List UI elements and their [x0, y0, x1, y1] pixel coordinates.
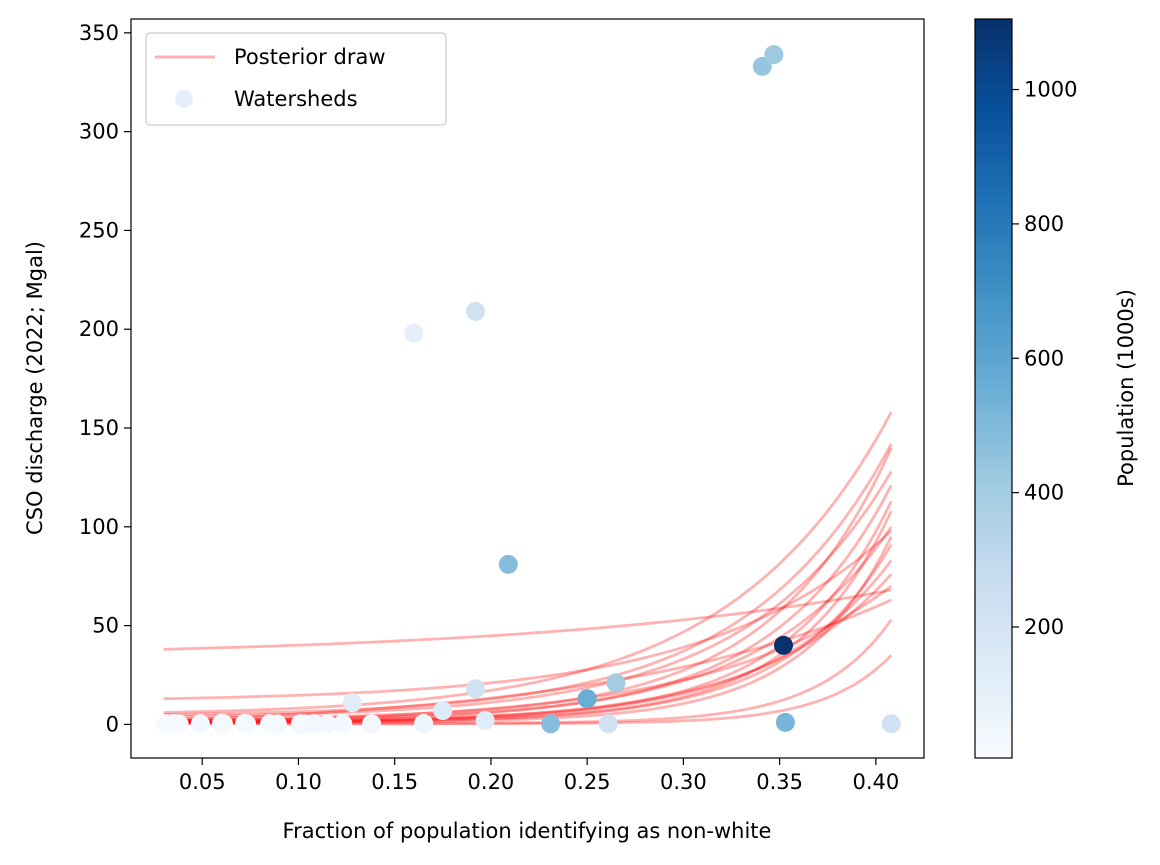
- watershed-point-24: [498, 554, 518, 574]
- watershed-point-3: [169, 714, 189, 734]
- watershed-point-33: [881, 714, 901, 734]
- watershed-point-25: [541, 714, 561, 734]
- posterior-draw-line-17: [163, 598, 892, 722]
- y-tick-label: 200: [79, 317, 119, 341]
- watershed-point-8: [237, 714, 256, 734]
- watershed-point-10: [267, 714, 287, 734]
- posterior-draw-line-6: [163, 470, 893, 718]
- y-tick-label: 0: [106, 712, 119, 736]
- colorbar-ticks: 200 400 600 800 1000: [1012, 78, 1077, 639]
- posterior-draw-line-3: [163, 443, 893, 716]
- posterior-draw-line-4: [163, 411, 893, 714]
- colorbar: 200 400 600 800 1000 Population (1000s): [974, 18, 1138, 759]
- watershed-point-30: [764, 45, 784, 65]
- x-tick-label: 0.30: [660, 770, 707, 794]
- y-tick-label: 50: [92, 614, 119, 638]
- watershed-point-13: [304, 714, 324, 734]
- x-axis-label: Fraction of population identifying as no…: [283, 819, 772, 843]
- watershed-point-15: [333, 714, 353, 734]
- watershed-point-19: [414, 713, 434, 733]
- posterior-draw-line-1: [163, 588, 892, 651]
- posterior-draw-line-8: [163, 500, 893, 722]
- x-tick-label: 0.05: [179, 770, 226, 794]
- y-axis-label: CSO discharge (2022; Mgal): [23, 241, 47, 535]
- watershed-point-32: [775, 712, 795, 732]
- y-tick-label: 350: [79, 21, 119, 45]
- watershed-point-6: [213, 714, 233, 734]
- x-tick-label: 0.20: [468, 770, 515, 794]
- x-tick-label: 0.35: [756, 770, 803, 794]
- watershed-point-20: [433, 701, 453, 721]
- colorbar-tick-label: 400: [1024, 481, 1064, 505]
- posterior-draws: [163, 411, 893, 726]
- watershed-point-29: [752, 56, 772, 76]
- colorbar-tick-label: 800: [1024, 212, 1064, 236]
- y-tick-label: 300: [79, 120, 119, 144]
- posterior-draw-line-9: [163, 510, 893, 723]
- legend: Posterior draw Watersheds: [145, 32, 447, 126]
- watershed-point-17: [362, 714, 382, 734]
- posterior-draw-line-2: [163, 529, 893, 701]
- watershed-point-14: [317, 714, 337, 734]
- y-tick-label: 250: [79, 218, 119, 242]
- x-axis-ticks: 0.05 0.10 0.15 0.20 0.25 0.30 0.35 0.40: [179, 758, 899, 794]
- watershed-point-16: [342, 693, 362, 713]
- y-axis-ticks: 0 50 100 150 200 250 300 350: [79, 21, 131, 736]
- watershed-point-27: [598, 714, 618, 734]
- x-tick-label: 0.25: [564, 770, 611, 794]
- colorbar-tick-label: 600: [1024, 346, 1064, 370]
- legend-label-posterior-draw: Posterior draw: [234, 45, 386, 69]
- y-tick-label: 150: [79, 416, 119, 440]
- watershed-points: [156, 45, 901, 734]
- watershed-point-28: [606, 673, 626, 693]
- colorbar-gradient: [974, 18, 1013, 759]
- x-tick-label: 0.10: [275, 770, 322, 794]
- legend-label-watersheds: Watersheds: [234, 87, 358, 111]
- watershed-point-21: [466, 301, 485, 321]
- watershed-point-22: [466, 679, 485, 699]
- watershed-point-18: [404, 323, 424, 343]
- watershed-point-23: [475, 711, 495, 730]
- posterior-draw-line-5: [163, 447, 893, 720]
- colorbar-tick-label: 200: [1024, 615, 1064, 639]
- watershed-point-31: [774, 635, 793, 655]
- watershed-point-4: [190, 714, 210, 734]
- colorbar-tick-label: 1000: [1024, 78, 1077, 102]
- plot-area: 0.05 0.10 0.15 0.20 0.25 0.30 0.35 0.40 0 50 100 1…: [79, 18, 925, 794]
- watershed-point-26: [577, 689, 597, 709]
- x-tick-label: 0.40: [852, 770, 899, 794]
- legend-box: [145, 32, 447, 126]
- colorbar-label: Population (1000s): [1114, 289, 1138, 487]
- x-tick-label: 0.15: [371, 770, 418, 794]
- legend-marker-swatch: [175, 90, 193, 108]
- y-tick-label: 100: [79, 515, 119, 539]
- plot-frame: [130, 18, 925, 759]
